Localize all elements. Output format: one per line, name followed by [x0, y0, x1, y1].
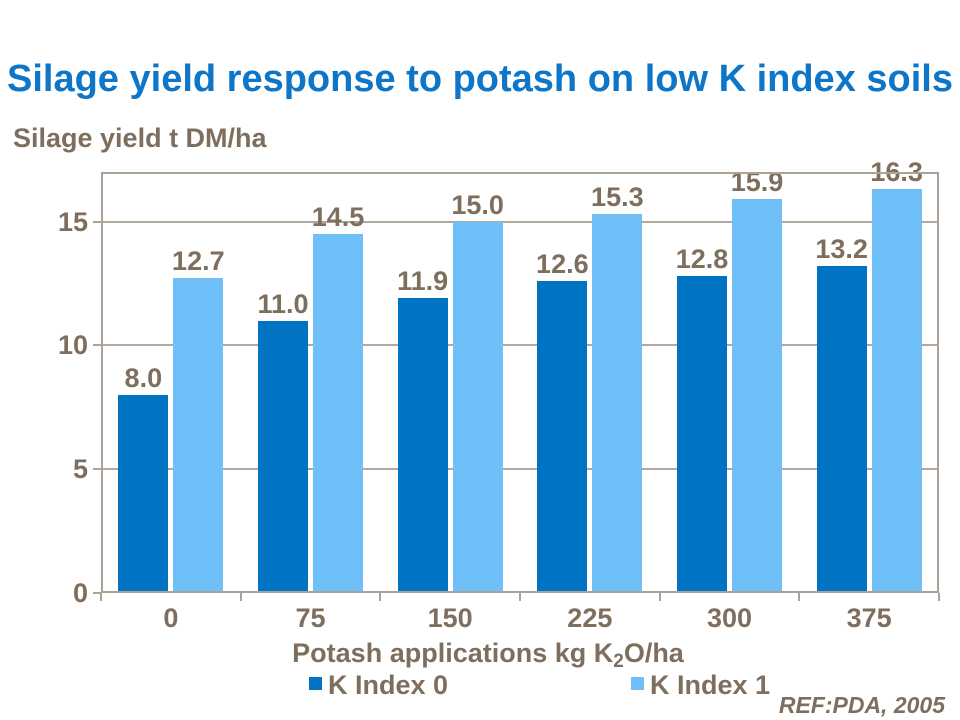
x-category-label-225: 225 — [567, 603, 613, 633]
bar-value-label-k-index-0-375: 13.2 — [815, 234, 868, 265]
bar-value-label-k-index-1-75: 14.5 — [311, 201, 365, 232]
bar-k-index-1-150 — [452, 221, 503, 593]
bar-value-label-k-index-0-225: 12.6 — [536, 248, 589, 279]
x-axis-title-subscript: 2 — [613, 651, 624, 672]
bar-value-label-k-index-1-300: 15.9 — [730, 167, 784, 198]
gridline-10 — [101, 344, 939, 347]
bar-k-index-0-0 — [118, 394, 169, 593]
y-axis-unit-label: Silage yield t DM/ha — [13, 123, 267, 153]
gridline-5 — [101, 468, 939, 471]
legend-swatch-k-index-0 — [309, 676, 322, 690]
reference-note: REF:PDA, 2005 — [778, 692, 945, 718]
x-tickmark-0 — [100, 593, 102, 601]
bar-value-label-k-index-1-225: 15.3 — [591, 182, 644, 213]
y-tick-label-15: 15 — [57, 206, 88, 237]
y-tick-label-0: 0 — [72, 578, 88, 608]
legend-label-k-index-0: K Index 0 — [328, 670, 449, 700]
y-tick-label-10: 10 — [57, 330, 88, 361]
y-tick-label-5: 5 — [72, 454, 88, 485]
y-tickmark-15 — [93, 220, 101, 223]
bar-k-index-1-75 — [313, 233, 363, 593]
x-axis-title-suffix: O/ha — [623, 638, 684, 668]
bar-k-index-0-225 — [537, 280, 588, 593]
y-tickmark-0 — [93, 592, 101, 594]
x-tickmark-1 — [239, 593, 242, 601]
bar-value-label-k-index-1-150: 15.0 — [451, 189, 504, 220]
bar-k-index-0-300 — [677, 276, 727, 593]
legend-item-k-index-1: K Index 1 — [631, 671, 770, 699]
bar-value-label-k-index-1-0: 12.7 — [172, 246, 225, 277]
bar-k-index-1-0 — [173, 278, 224, 593]
bar-value-label-k-index-0-300: 12.8 — [675, 244, 729, 274]
bar-value-label-k-index-0-150: 11.9 — [397, 266, 449, 297]
x-category-label-0: 0 — [163, 603, 179, 633]
bar-value-label-k-index-1-375: 16.3 — [870, 157, 923, 188]
x-tickmark-3 — [519, 593, 521, 601]
x-category-label-75: 75 — [295, 603, 326, 633]
bar-value-label-k-index-0-75: 11.0 — [257, 288, 309, 319]
legend-swatch-k-index-1 — [631, 676, 644, 690]
x-tickmark-2 — [379, 593, 382, 601]
y-tickmark-10 — [93, 344, 101, 347]
bar-k-index-1-375 — [871, 189, 922, 593]
x-category-label-300: 300 — [706, 603, 753, 633]
bar-k-index-1-300 — [732, 199, 782, 593]
bar-value-label-k-index-0-0: 8.0 — [124, 362, 163, 393]
x-category-label-375: 375 — [846, 603, 892, 633]
x-axis-title-text: Potash applications kg K — [292, 638, 614, 668]
x-tickmark-4 — [658, 593, 661, 601]
x-tickmark-5 — [798, 593, 801, 601]
legend-item-k-index-0: K Index 0 — [309, 671, 448, 699]
x-axis-title: Potash applications kg K2O/ha — [0, 638, 960, 673]
bar-k-index-0-375 — [816, 266, 867, 593]
bar-k-index-0-75 — [258, 320, 308, 593]
bar-k-index-0-150 — [397, 298, 448, 593]
gridline-15 — [101, 220, 939, 223]
x-category-label-150: 150 — [427, 603, 473, 633]
legend-label-k-index-1: K Index 1 — [650, 670, 771, 700]
bar-k-index-1-225 — [592, 214, 643, 593]
x-tickmark-6 — [938, 593, 940, 601]
y-tickmark-5 — [93, 468, 101, 471]
chart-title: Silage yield response to potash on low K… — [7, 58, 953, 100]
